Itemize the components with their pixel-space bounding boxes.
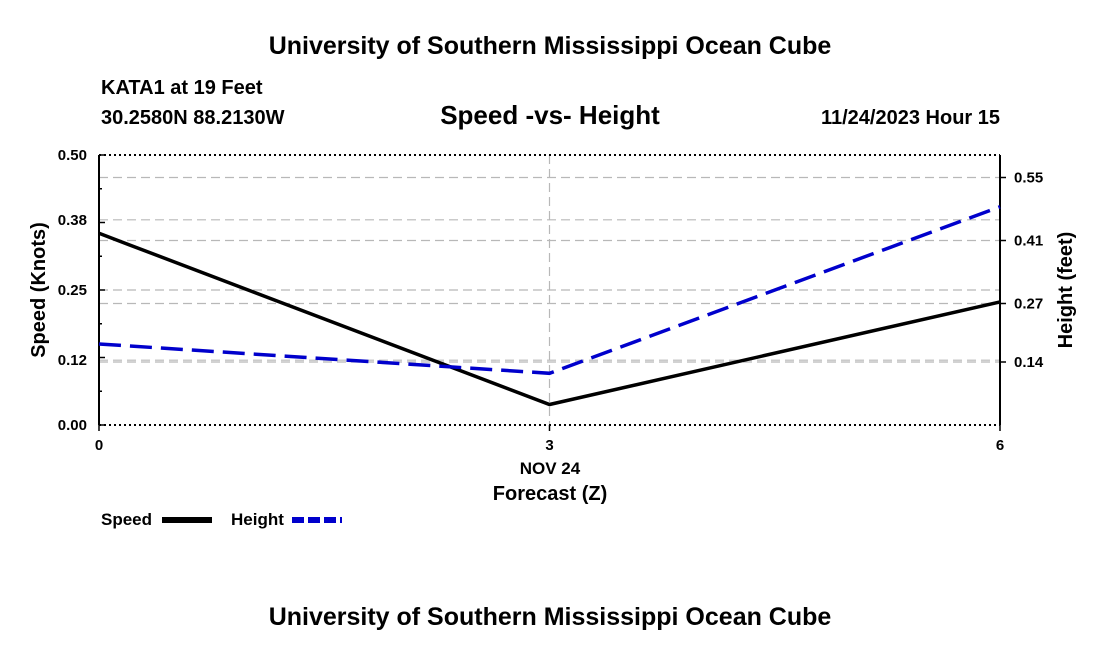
datetime-label: 11/24/2023 Hour 15 [821,107,1000,129]
legend-label-height: Height [231,510,284,529]
y-tick-label: 0.00 [58,417,87,434]
y2-tick-label: 0.14 [1014,354,1044,371]
page-title-bottom: University of Southern Mississippi Ocean… [269,603,832,631]
plot-axes [98,154,1006,431]
page-title-top: University of Southern Mississippi Ocean… [269,32,832,60]
y2-tick-label: 0.41 [1014,233,1043,250]
y2-tick-label: 0.55 [1014,170,1043,187]
x-tick-label: 0 [95,437,103,454]
station-label: KATA1 at 19 Feet [101,77,263,99]
x-axis-sublabel: NOV 24 [520,459,581,478]
y-tick-label: 0.38 [58,212,87,229]
y2-axis-label: Height (feet) [1055,232,1077,349]
y2-tick-label: 0.27 [1014,296,1043,313]
data-series [98,205,1001,407]
x-tick-label: 6 [996,437,1004,454]
chart-title: Speed -vs- Height [440,100,660,130]
location-label: 30.2580N 88.2130W [101,107,285,129]
y-tick-label: 0.25 [58,282,87,299]
series-line-speed [98,231,1001,407]
series-line-height [98,205,1001,376]
grid-lines [99,155,1000,425]
y-tick-label: 0.50 [58,147,87,164]
y-tick-label: 0.12 [58,352,87,369]
y-axis-label: Speed (Knots) [28,222,50,358]
tick-labels: 0.00 0.12 0.25 0.38 0.50 0.14 0.27 0.41 0.55 0 3 6 [58,147,1044,454]
x-tick-label: 3 [545,437,553,454]
x-axis-label: Forecast (Z) [493,483,607,505]
legend-label-speed: Speed [101,510,152,529]
